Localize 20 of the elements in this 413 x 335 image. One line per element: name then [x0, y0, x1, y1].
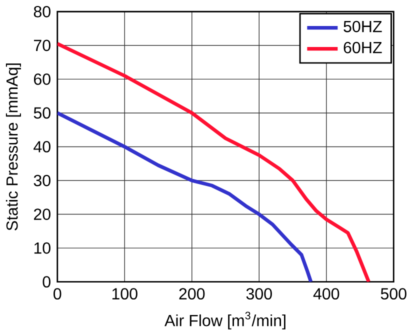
- y-tick-label: 30: [34, 174, 50, 186]
- x-tick-label: 500: [380, 288, 406, 300]
- y-tick-label: 60: [34, 73, 50, 85]
- y-axis-title: Static Pressure [mmAq]: [6, 63, 21, 230]
- legend-label: 50HZ: [344, 20, 382, 32]
- y-tick-label: 70: [34, 40, 50, 51]
- y-tick-label: 40: [34, 140, 50, 152]
- legend-label: 60HZ: [344, 42, 382, 54]
- x-axis-title: Air Flow [m$^{3}$/min]: [164, 312, 286, 330]
- line-series: [57, 110, 313, 282]
- y-tick-label: 20: [34, 208, 50, 220]
- x-tick-label: 400: [313, 288, 340, 300]
- y-tick-label: 50: [34, 107, 50, 118]
- y-tick-label: 80: [34, 6, 50, 18]
- x-tick-label: 200: [179, 288, 205, 300]
- y-tick-label: 0: [42, 276, 50, 288]
- x-tick-label: 0: [54, 288, 62, 300]
- y-tick-label: 10: [34, 242, 50, 254]
- x-tick-label: 300: [246, 288, 272, 300]
- x-tick-label: 100: [112, 288, 138, 300]
